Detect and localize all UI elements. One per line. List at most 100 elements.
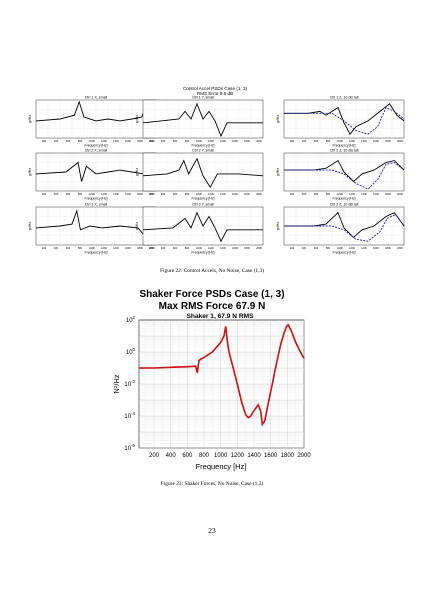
y-tick-label: 102 (126, 315, 136, 324)
panel-x-tick: 1800 (137, 192, 143, 196)
panel-x-tick: 1600 (373, 246, 379, 250)
figure23-title: Shaker Force PSDs Case (1, 3) Max RMS Fo… (100, 289, 324, 313)
figure22-caption: Figure 22: Control Accels, No Noise, Cas… (160, 268, 264, 274)
figure23-subtitle: Shaker 1, 67.9 N RMS (186, 313, 254, 320)
x-tick-label: 2000 (297, 453, 311, 459)
x-tick-label: 1600 (264, 453, 278, 459)
y-tick-exponent: -6 (131, 443, 135, 448)
panel-x-tick: 1000 (337, 139, 343, 143)
panel-x-tick: 2000 (397, 246, 403, 250)
panel-response-line (142, 102, 263, 138)
control-panel: Ctrl 2 Y, small 200 400 600 800 1000 1200 1400 1… (135, 149, 264, 201)
panel-label: Ctrl 1 Y, small (192, 96, 214, 100)
panel-x-tick: 1000 (337, 192, 343, 196)
panel-x-tick: 1200 (349, 139, 355, 143)
chart-x-ticks: 200 400 600 800 1000 1200 1400 1600 1800 2000 (149, 453, 311, 459)
y-tick-exponent: 0 (133, 347, 136, 352)
figure23-title-line2: Max RMS Force 67.9 N (158, 301, 266, 312)
panel-reference-line (284, 214, 405, 242)
panel-label: Ctrl 2 X, small (85, 149, 108, 153)
panel-x-tick: 400 (54, 139, 59, 143)
panel-x-tick: 2000 (397, 192, 403, 196)
panel-x-tick: 600 (314, 246, 319, 250)
x-tick-label: 600 (182, 453, 193, 459)
panel-y-label: g²/Hz (276, 115, 280, 123)
panel-x-tick: 1000 (89, 192, 95, 196)
panel-x-tick: 200 (149, 192, 154, 196)
panel-x-tick: 200 (149, 246, 154, 250)
panel-x-tick: 400 (161, 139, 166, 143)
panel-label: Ctrl 3 Y, small (192, 203, 214, 207)
panel-x-tick: 800 (326, 139, 331, 143)
panel-x-tick: 1600 (232, 139, 238, 143)
panel-x-tick: 1400 (113, 139, 119, 143)
panel-x-tick: 1400 (220, 192, 226, 196)
panel-x-label: Frequency [Hz] (85, 251, 108, 255)
x-tick-label: 1200 (231, 453, 245, 459)
panel-x-tick: 1000 (89, 246, 95, 250)
panel-x-label: Frequency [Hz] (192, 251, 215, 255)
panel-x-tick: 400 (302, 246, 307, 250)
x-tick-label: 1400 (247, 453, 261, 459)
panel-x-tick: 1200 (101, 139, 107, 143)
control-panel: Ctrl 2 X, small 200 400 600 800 1000 1200 1400 1… (28, 149, 157, 201)
panel-label: Ctrl 2 Y, small (192, 149, 214, 153)
panel-x-label: Frequency [Hz] (85, 144, 108, 148)
panel-label: Ctrl 2 Z, 10 dB tall (330, 149, 359, 153)
panel-x-tick: 800 (78, 246, 83, 250)
panel-x-tick: 600 (314, 139, 319, 143)
panel-x-tick: 1000 (337, 246, 343, 250)
panel-response-line (35, 161, 157, 182)
panel-x-tick: 2000 (149, 192, 155, 196)
panel-y-label: g²/Hz (28, 115, 32, 123)
figure23-title-line1: Shaker Force PSDs Case (1, 3) (139, 289, 285, 300)
panel-x-label: Frequency [Hz] (333, 144, 356, 148)
y-tick-label: 100 (126, 347, 136, 356)
figure22-title: Control Accel PSDs Case (1, 3) RMS Error… (140, 86, 290, 97)
chart-x-axis-label: Frequency [Hz] (196, 462, 247, 471)
panel-x-tick: 400 (54, 192, 59, 196)
panel-x-tick: 1000 (89, 139, 95, 143)
panel-x-tick: 400 (302, 139, 307, 143)
panel-y-label: g²/Hz (276, 222, 280, 230)
panel-x-tick: 1600 (232, 246, 238, 250)
panel-x-tick: 400 (54, 246, 59, 250)
panel-y-label: g²/Hz (135, 222, 139, 230)
figure22-title-line1: Control Accel PSDs Case (1, 3) (182, 86, 248, 91)
y-tick-exponent: -2 (131, 379, 135, 384)
panel-x-tick: 800 (326, 192, 331, 196)
panel-x-tick: 1200 (349, 246, 355, 250)
panel-x-tick: 2000 (149, 139, 155, 143)
panel-y-label: g²/Hz (28, 168, 32, 176)
panel-x-tick: 600 (173, 246, 178, 250)
control-panel: Ctrl 2 Z, 10 dB tall 200 400 600 800 1000 1200… (276, 149, 405, 201)
panel-response-line (142, 157, 264, 189)
panel-label: Ctrl 3 X, small (85, 203, 108, 207)
x-tick-label: 800 (199, 453, 210, 459)
control-panel: Ctrl 1 Z, 10 dB tall 200 400 600 800 1000 1200… (276, 96, 405, 148)
panel-x-tick: 400 (302, 192, 307, 196)
panel-x-tick: 1200 (208, 246, 214, 250)
page-number: 23 (208, 526, 216, 535)
panel-x-label: Frequency [Hz] (85, 197, 108, 201)
panel-x-tick: 200 (290, 139, 295, 143)
control-panel: Ctrl 3 Z, 10 dB tall 200 400 600 800 1000 1200… (276, 203, 405, 255)
panel-x-label: Frequency [Hz] (192, 197, 215, 201)
panel-reference-line (284, 107, 405, 135)
panel-x-tick: 2000 (397, 139, 403, 143)
panel-x-tick: 600 (66, 139, 71, 143)
panel-x-tick: 200 (290, 192, 295, 196)
panel-x-tick: 1200 (208, 192, 214, 196)
panel-x-tick: 1800 (244, 139, 250, 143)
panel-label: Ctrl 3 Z, 10 dB tall (330, 203, 359, 207)
panel-x-tick: 800 (185, 192, 190, 196)
panel-x-tick: 200 (42, 192, 47, 196)
panel-x-tick: 1800 (385, 139, 391, 143)
panel-x-tick: 800 (78, 139, 83, 143)
panel-x-tick: 1600 (125, 192, 131, 196)
panel-x-tick: 2000 (149, 246, 155, 250)
panel-x-tick: 600 (66, 192, 71, 196)
panel-y-label: g²/Hz (135, 168, 139, 176)
y-tick-exponent: -4 (131, 411, 135, 416)
panel-x-tick: 1400 (361, 192, 367, 196)
